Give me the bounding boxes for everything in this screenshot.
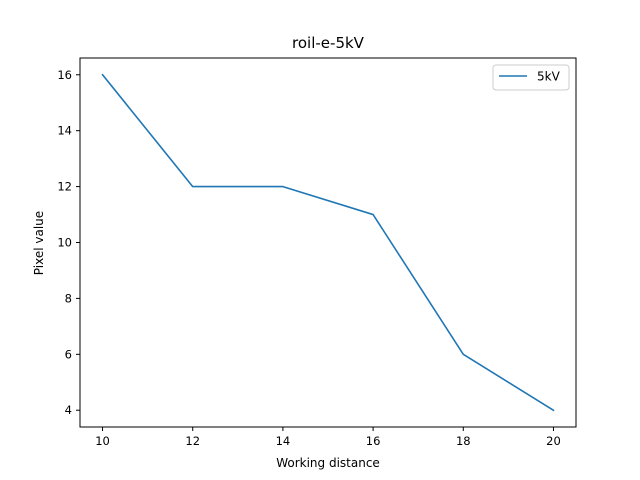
y-tick-label: 14 [57,124,72,138]
y-tick-label: 16 [57,68,72,82]
y-tick-label: 6 [65,347,72,361]
x-tick-label: 16 [366,434,381,448]
legend-box [492,64,570,91]
y-tick-label: 8 [65,291,72,305]
x-tick-label: 12 [185,434,200,448]
y-axis-label: Pixel value [32,211,46,275]
y-axis-ticks: 4 6 8 10 12 14 16 [57,68,80,417]
legend-label-5kv: 5kV [537,70,561,84]
x-tick-label: 10 [95,434,110,448]
x-tick-label: 14 [276,434,291,448]
x-axis-ticks: 10 12 14 16 18 20 [95,427,561,448]
series-line-5kv [101,73,555,412]
y-tick-label: 12 [57,180,72,194]
x-tick-label: 18 [456,434,471,448]
x-axis-label: Working distance [276,456,380,470]
y-tick-label: 10 [57,236,72,250]
x-tick-label: 20 [546,434,561,448]
legend: 5kV [492,64,570,91]
y-tick-label: 4 [65,403,72,417]
chart-title: roil-e-5kV [292,34,365,52]
plot-area [79,57,577,428]
